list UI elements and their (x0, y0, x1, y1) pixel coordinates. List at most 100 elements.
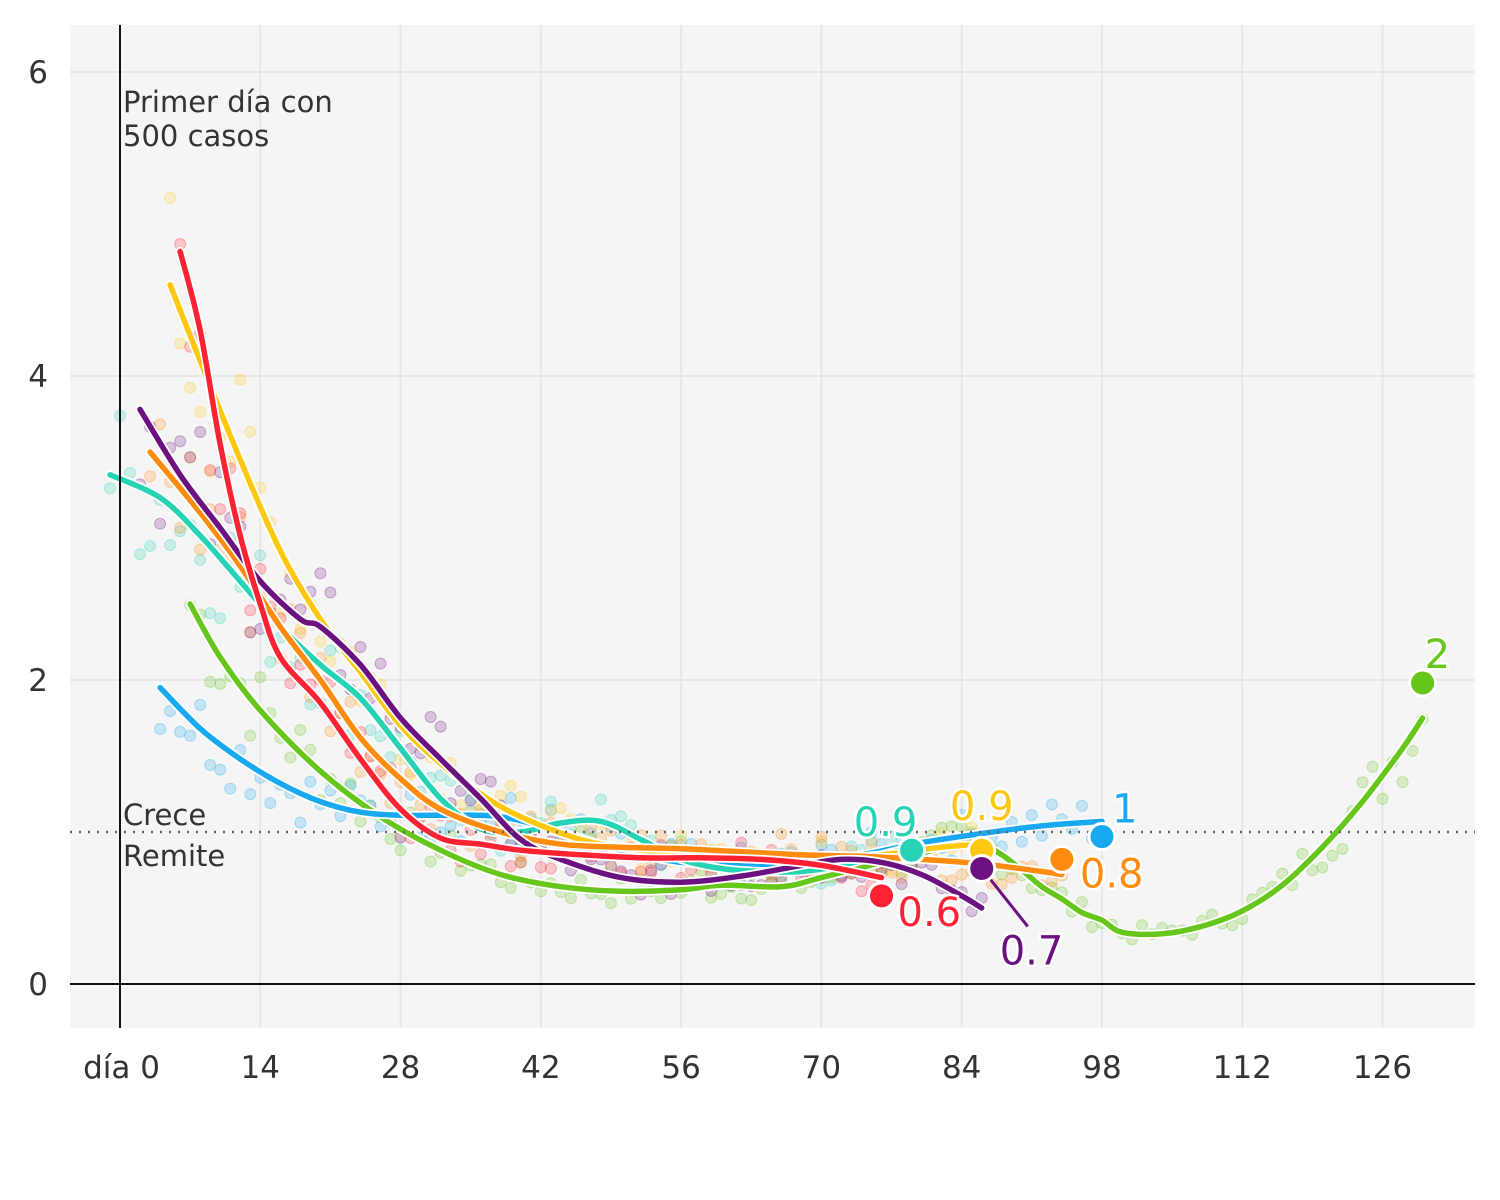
data-point (184, 729, 197, 742)
data-point (234, 373, 247, 386)
reference-label-below: Remite (123, 839, 225, 873)
data-point (594, 793, 607, 806)
data-point (1136, 919, 1149, 932)
x-tick-label: 56 (661, 1050, 700, 1086)
end-marker-morado (967, 853, 997, 883)
data-point (815, 838, 828, 851)
end-marker-rojo (867, 881, 897, 911)
data-point (264, 797, 277, 810)
data-point (1075, 799, 1088, 812)
data-point (775, 827, 788, 840)
data-point (544, 862, 557, 875)
data-point (1326, 849, 1339, 862)
x-tick-label: 70 (802, 1050, 841, 1086)
data-point (504, 791, 517, 804)
series-line-rojo (177, 248, 885, 881)
data-point (103, 482, 116, 495)
x-tick-label: 98 (1082, 1050, 1121, 1086)
end-markers: 2 1 0.9 0.9 0.8 0.7 0.6 (851, 630, 1452, 977)
data-point (1406, 744, 1419, 757)
data-point (514, 856, 527, 869)
data-point (164, 539, 177, 552)
data-point (514, 790, 527, 803)
reference-label-above: Crece (123, 798, 206, 832)
data-point (735, 836, 748, 849)
data-point (504, 860, 517, 873)
data-point (164, 191, 177, 204)
data-point (615, 810, 627, 823)
data-point (254, 549, 267, 562)
x-tick-label: 28 (381, 1050, 420, 1086)
data-point (534, 861, 547, 874)
data-point (134, 548, 147, 561)
data-point (244, 788, 257, 801)
data-point (1085, 921, 1098, 934)
data-point (955, 868, 968, 881)
data-point (1316, 861, 1329, 874)
data-point (454, 864, 467, 877)
annotation-line-1: Primer día con (123, 85, 333, 119)
x-tick-label: 42 (521, 1050, 560, 1086)
data-point (204, 759, 217, 772)
data-point (424, 710, 437, 723)
data-point (604, 859, 617, 872)
data-point (294, 626, 307, 639)
data-point (655, 829, 668, 842)
end-label-amarillo: 0.9 (950, 784, 1014, 830)
end-label-turquesa: 0.9 (854, 800, 918, 846)
end-marker-turquesa (897, 835, 927, 865)
data-point (745, 894, 758, 907)
end-label-morado: 0.7 (1000, 928, 1064, 974)
data-point (514, 856, 527, 869)
end-marker-naranja (1047, 844, 1077, 874)
data-point (184, 451, 197, 464)
data-point (304, 775, 317, 788)
data-point (604, 897, 617, 910)
data-point (294, 816, 307, 829)
series-line-morado (137, 406, 985, 911)
data-point (474, 848, 487, 861)
data-point (264, 656, 277, 669)
data-point (474, 773, 487, 786)
data-point (304, 743, 317, 756)
y-tick-label: 4 (28, 359, 48, 395)
data-point (504, 881, 517, 894)
data-point (544, 795, 557, 808)
data-point (564, 892, 577, 905)
data-point (895, 871, 908, 884)
data-point (955, 808, 968, 821)
data-point (194, 553, 207, 566)
data-point (645, 866, 658, 879)
data-point (1025, 809, 1038, 822)
data-point (504, 779, 517, 792)
x-tick-label: 112 (1213, 1050, 1272, 1086)
data-point (574, 873, 587, 886)
y-tick-label: 6 (28, 55, 48, 91)
x-tick-label: 126 (1353, 1050, 1412, 1086)
data-point (194, 426, 207, 439)
data-point (344, 777, 357, 790)
data-point (895, 878, 908, 891)
reference-line-group: Crece Remite (70, 798, 1475, 873)
data-point (454, 799, 467, 812)
data-point (184, 451, 197, 464)
data-point (835, 840, 848, 853)
x-tick-label: día 0 (83, 1050, 160, 1086)
data-point (284, 677, 297, 690)
data-point (324, 655, 337, 668)
data-point (354, 815, 367, 828)
data-point (815, 830, 828, 843)
data-point (815, 835, 828, 848)
data-point (204, 675, 217, 688)
data-point (214, 763, 227, 776)
data-point (374, 657, 387, 670)
series-lines (105, 246, 1428, 939)
data-point (935, 821, 948, 834)
data-point (1336, 842, 1349, 855)
data-point (484, 775, 497, 788)
data-point (554, 801, 567, 814)
end-label-verde: 2 (1425, 632, 1450, 678)
data-point (324, 586, 337, 599)
